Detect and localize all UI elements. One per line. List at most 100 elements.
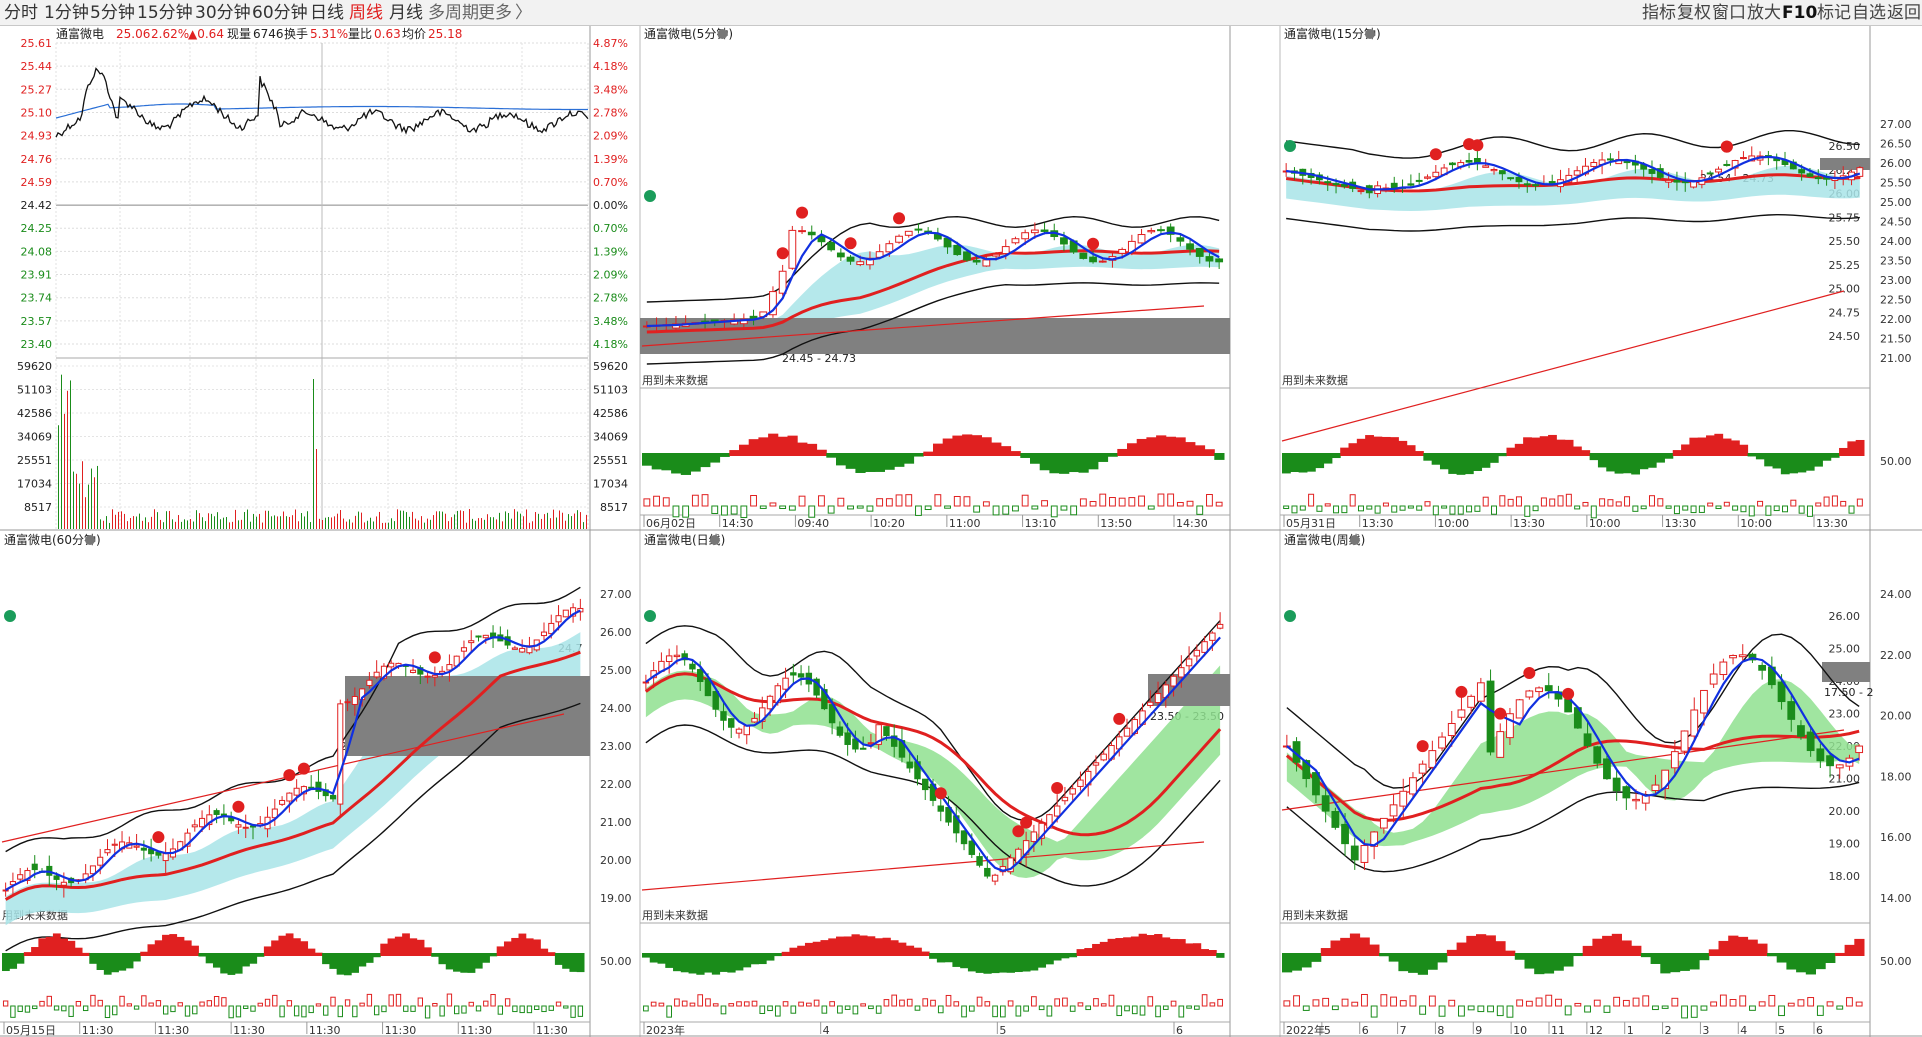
intraday-volume-bar: [490, 517, 491, 529]
panel-60min-osc-bar: [547, 952, 556, 956]
panel-15min-future-label: 用到未来数据: [1282, 373, 1348, 387]
panel-daily-candle-body: [968, 840, 976, 855]
panel-60min-hist-bar: [104, 1005, 111, 1019]
adjust-button[interactable]: 复权: [1677, 3, 1711, 23]
tab-multi-period[interactable]: 多周期: [428, 3, 479, 23]
panel-60min-osc-bar: [169, 934, 178, 956]
panel-60min-hist-bar: [141, 995, 147, 1007]
panel-15min-price-tick: 25.50: [1880, 177, 1912, 190]
tab-15min[interactable]: 15分钟: [137, 3, 193, 23]
panel-daily-hist-bar: [774, 1005, 781, 1017]
intraday-volume-bar: [241, 519, 242, 529]
panel-daily-osc-bar: [913, 947, 922, 956]
tab-more[interactable]: 更多: [478, 3, 512, 23]
window-button[interactable]: 窗口: [1712, 3, 1746, 23]
panel-daily-price-tick: 22.00: [600, 778, 632, 791]
panel-60min-osc-bar: [554, 953, 563, 965]
panel-weekly-candle-body: [1622, 786, 1631, 799]
intraday-turnover: 5.31%: [310, 27, 348, 41]
panel-daily-osc-bar: [1084, 948, 1093, 956]
panel-15min-osc-bar: [1340, 447, 1350, 456]
panel-15min-candle-body: [1432, 171, 1440, 178]
panel-weekly-osc-bar: [1825, 953, 1836, 963]
intraday-volume-bar: [514, 509, 515, 529]
panel-daily-osc-bar: [1092, 943, 1101, 956]
panel-daily-osc-bar: [1123, 937, 1132, 956]
intraday-pct-tick: 4.18%: [593, 338, 628, 351]
panel-5min-settings-icon: [717, 29, 728, 39]
intraday-volume-bar: [487, 514, 488, 529]
panel-weekly-osc-bar: [1728, 935, 1739, 956]
tab-1min[interactable]: 1分钟: [44, 3, 89, 23]
intraday-volume-bar: [223, 517, 224, 529]
zoom-button[interactable]: 放大: [1747, 3, 1781, 23]
intraday-volume-bar: [313, 379, 314, 529]
panel-15min-osc-bar: [1639, 453, 1649, 470]
intraday-volume-bar: [106, 516, 107, 529]
intraday-volume-bar: [280, 516, 281, 529]
panel-daily-hist-bar: [798, 1001, 804, 1007]
intraday-volume-bar: [340, 510, 341, 529]
panel-5min-candle-body: [846, 256, 855, 262]
intraday-vol-tick: 17034: [17, 478, 52, 491]
panel-60min-hist-bar: [388, 994, 394, 1007]
intraday-volume-bar: [157, 512, 158, 529]
panel-15min-osc-bar: [1531, 437, 1541, 456]
panel-weekly-osc-bar: [1398, 953, 1409, 972]
intraday-volume-bar: [70, 380, 71, 529]
mark-button[interactable]: 标记: [1817, 3, 1851, 23]
intraday-change-pct: 2.62%: [151, 27, 189, 41]
panel-weekly-candle-body: [1632, 798, 1640, 802]
panel-60min-osc-bar: [256, 953, 265, 957]
watchlist-button[interactable]: 自选: [1852, 3, 1886, 23]
tab-fenshi[interactable]: 分时: [4, 3, 38, 23]
panel-5min-candle-body: [1011, 238, 1020, 244]
indicator-button[interactable]: 指标: [1642, 3, 1676, 23]
panel-15min-osc-bar: [1415, 451, 1424, 456]
panel-daily-osc-bar: [1068, 953, 1078, 958]
f10-button[interactable]: F10: [1782, 3, 1818, 23]
panel-60min-xlabel: 11:30: [233, 1024, 265, 1037]
tab-60min[interactable]: 60分钟: [252, 3, 308, 23]
intraday-volume-bar: [61, 374, 62, 529]
tab-5min[interactable]: 5分钟: [90, 3, 135, 23]
panel-15min-hist-bar: [1316, 505, 1323, 512]
tab-weekly[interactable]: 周线: [349, 3, 383, 23]
panel-15min-hist-bar: [1291, 505, 1298, 514]
back-button[interactable]: 返回: [1887, 3, 1921, 23]
intraday-volume-bar: [499, 512, 500, 529]
tab-daily[interactable]: 日线: [310, 3, 344, 23]
panel-daily-osc-bar: [859, 935, 868, 956]
panel-5min-candle-body: [914, 228, 923, 231]
panel-daily-hist-bar: [650, 1001, 657, 1007]
intraday-volume-bar: [352, 522, 353, 529]
panel-15min-xlabel: 13:30: [1665, 517, 1697, 530]
panel-daily-hist-bar: [992, 1005, 998, 1018]
panel-weekly-price-tick: 18.00: [1880, 770, 1912, 783]
panel-5min-hist-bar: [934, 494, 942, 507]
intraday-vol-tick-right: 42586: [593, 407, 628, 420]
intraday-volume-bar: [526, 509, 527, 529]
panel-daily-candle-body: [704, 678, 712, 697]
intraday-vol-tick: 42586: [17, 407, 52, 420]
more-arrow-icon[interactable]: 〉: [515, 3, 532, 23]
panel-5min-candle-body: [866, 257, 874, 266]
panel-daily-osc-bar: [843, 936, 853, 956]
intraday-volume-bar: [454, 514, 455, 529]
panel-60min-ma-blue: [5, 609, 581, 891]
intraday-volume: 6746: [253, 27, 284, 41]
panel-5min-xlabel: 09:40: [797, 517, 829, 530]
panel-60min-hist-bar: [133, 1005, 140, 1010]
panel-60min-hist-bar: [243, 1005, 249, 1009]
panel-daily-osc-bar: [719, 953, 728, 972]
panel-60min-hist-bar: [461, 1005, 467, 1014]
panel-weekly-hist-bar: [1438, 1005, 1446, 1017]
panel-weekly-candle-body: [1603, 758, 1611, 780]
panel-weekly-price-tick-inner: 21.00: [1829, 773, 1861, 786]
panel-5min-xlabel: 10:20: [873, 517, 905, 530]
panel-daily-osc-bar: [1185, 943, 1194, 956]
tab-30min[interactable]: 30分钟: [195, 3, 251, 23]
tab-monthly[interactable]: 月线: [389, 3, 423, 23]
panel-5min-candle-body: [1040, 229, 1049, 232]
panel-5min-candle-body: [807, 231, 816, 236]
